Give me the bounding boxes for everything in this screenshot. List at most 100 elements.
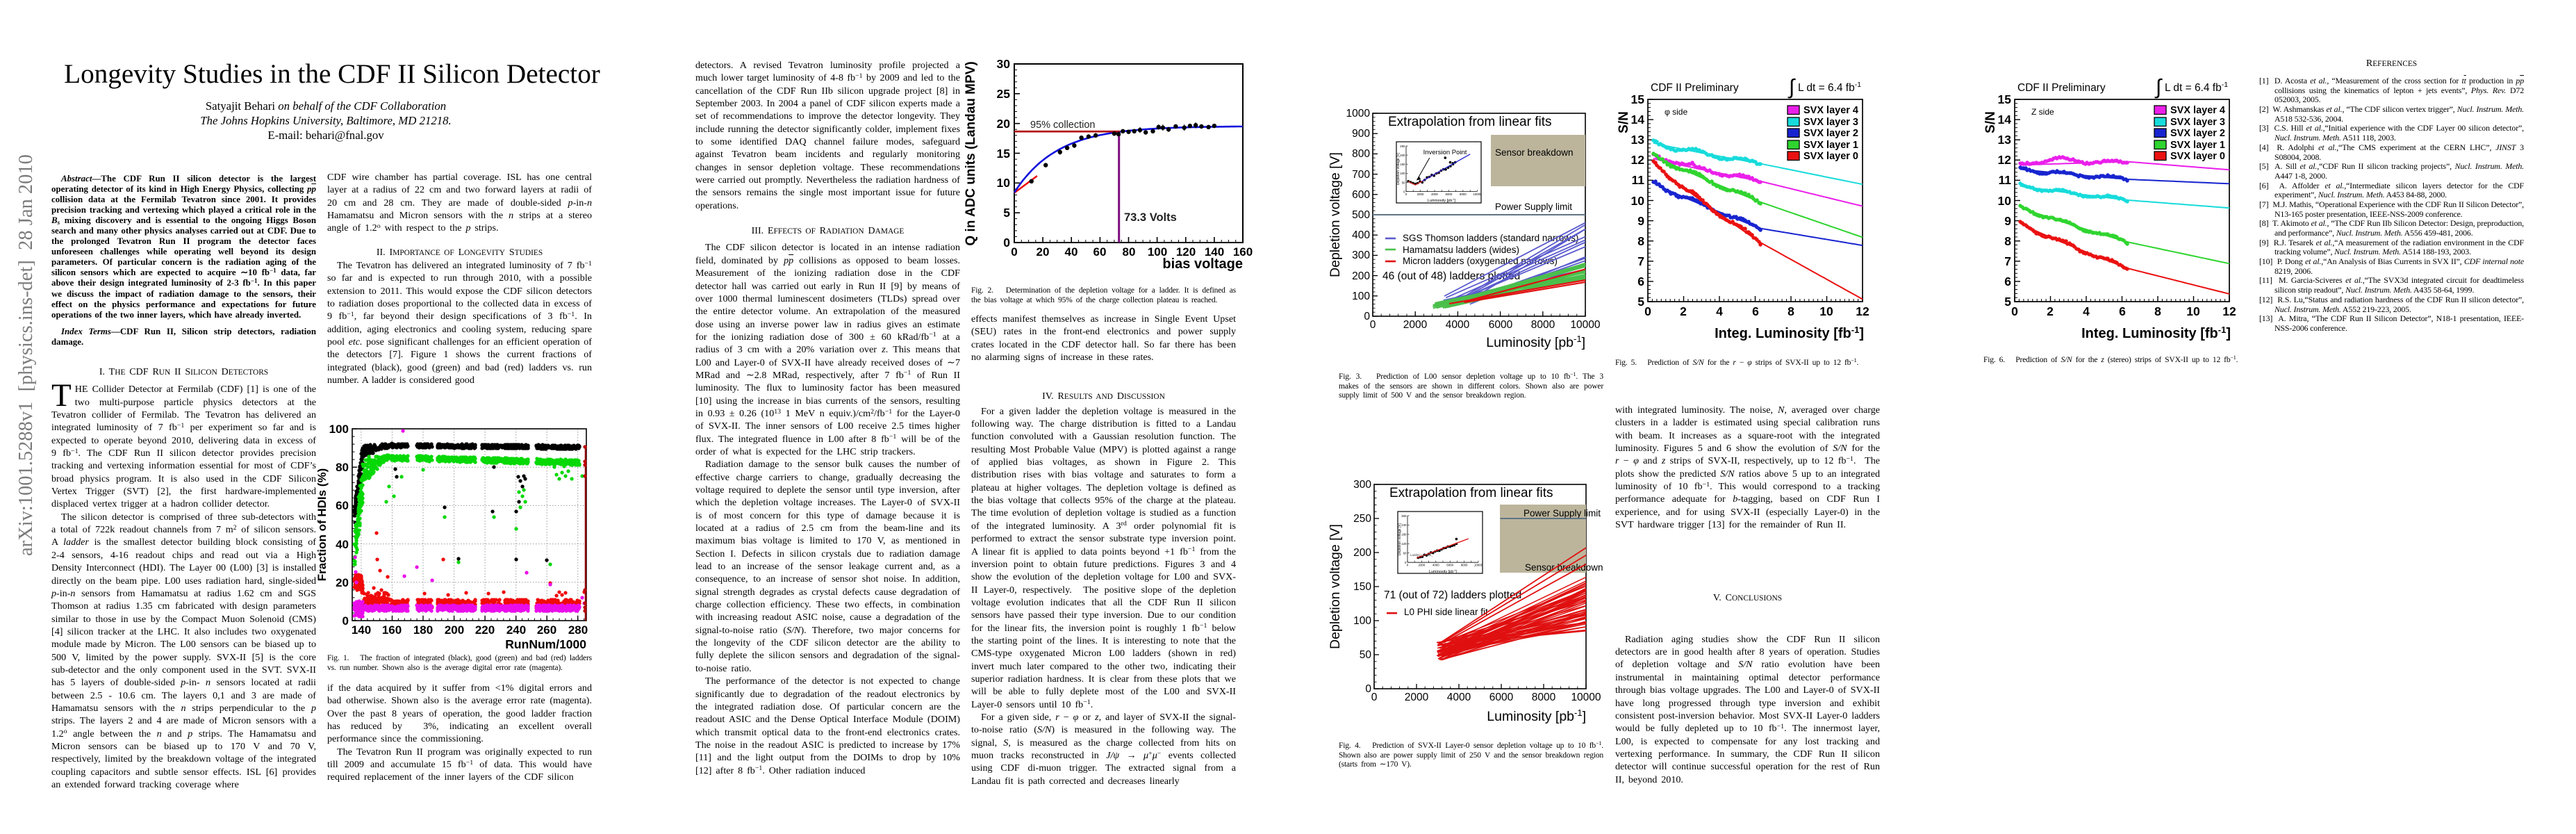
svg-text:60: 60 [1093,245,1107,259]
svg-text:8: 8 [1637,234,1644,248]
svg-text:250: 250 [1400,145,1405,148]
svg-text:140: 140 [352,623,371,637]
svg-text:Q in ADC units (Landau MPV): Q in ADC units (Landau MPV) [964,61,978,245]
svg-text:280: 280 [568,623,588,637]
svg-text:Depletion voltage [V]: Depletion voltage [V] [1330,152,1343,277]
svg-text:0: 0 [1364,311,1370,322]
svg-text:160: 160 [382,623,402,637]
svg-text:SVX layer 3: SVX layer 3 [2170,117,2225,128]
svg-text:Power Supply limit: Power Supply limit [1524,508,1601,518]
svg-text:4: 4 [1716,304,1723,318]
svg-text:80: 80 [336,461,349,474]
svg-text:15: 15 [1631,92,1645,106]
svg-text:Sensor breakdown: Sensor breakdown [1495,147,1574,158]
svg-text:15: 15 [1998,92,2012,106]
svg-text:12: 12 [1631,153,1645,167]
svg-text:Hamamatsu ladders (wides): Hamamatsu ladders (wides) [1403,245,1519,255]
svg-text:10000: 10000 [1473,193,1482,196]
svg-text:0: 0 [2011,304,2018,318]
svg-text:Luminosity [pb-1]: Luminosity [pb-1] [1428,198,1456,203]
svg-text:L0 PHI side linear fit: L0 PHI side linear fit [1404,607,1488,617]
svg-text:8: 8 [2004,234,2011,248]
svg-text:6: 6 [2119,304,2126,318]
svg-text:Integ. Luminosity [fb-1]: Integ. Luminosity [fb-1] [2081,325,2231,342]
svg-text:240: 240 [506,623,526,637]
svg-text:240: 240 [1401,523,1407,527]
svg-text:300: 300 [1401,514,1407,518]
svg-text:∫: ∫ [1787,76,1796,99]
svg-text:20: 20 [997,117,1011,131]
svg-text:Luminosity [pb-1]: Luminosity [pb-1] [1429,569,1458,574]
svg-text:12: 12 [1856,304,1869,318]
svg-text:bias voltage: bias voltage [1162,256,1243,272]
svg-text:5: 5 [1003,206,1010,220]
svg-text:300: 300 [1352,250,1370,261]
svg-text:7: 7 [1637,254,1644,268]
svg-text:RunNum/1000: RunNum/1000 [505,637,586,650]
svg-text:9: 9 [1637,214,1644,228]
svg-text:8: 8 [1787,304,1794,318]
svg-text:8000: 8000 [1460,193,1467,196]
svg-text:10000: 10000 [1571,692,1601,703]
svg-text:SVX layer 3: SVX layer 3 [1803,117,1858,128]
svg-text:25: 25 [997,87,1011,101]
svg-text:300: 300 [1353,479,1371,491]
svg-text:11: 11 [1999,173,2012,187]
svg-text:900: 900 [1352,128,1370,140]
svg-text:1000: 1000 [1346,108,1371,120]
svg-text:Integ. Luminosity [fb-1]: Integ. Luminosity [fb-1] [1715,325,1864,342]
svg-text:SGS Thomson ladders (standard: SGS Thomson ladders (standard narrows) [1403,233,1578,243]
svg-text:6000: 6000 [1489,692,1514,703]
svg-text:200: 200 [445,623,464,637]
svg-text:600: 600 [1352,189,1370,201]
svg-text:0: 0 [1403,190,1405,193]
svg-text:12: 12 [1998,153,2012,167]
svg-text:SVX layer 2: SVX layer 2 [1803,128,1858,139]
svg-text:14: 14 [1998,113,2012,126]
svg-text:8: 8 [2154,304,2161,318]
svg-text:700: 700 [1352,169,1370,181]
svg-text:120: 120 [1176,245,1196,259]
svg-text:0: 0 [1644,304,1651,318]
svg-text:Ladder L00410_: Ladder L00410_ [1410,553,1433,557]
svg-text:0: 0 [1371,692,1378,703]
svg-text:200: 200 [1352,270,1370,282]
svg-text:0: 0 [342,614,349,628]
svg-text:0: 0 [1405,193,1407,196]
svg-text:20: 20 [336,576,349,589]
svg-text:∫: ∫ [2154,76,2163,99]
svg-text:50: 50 [1402,181,1405,184]
svg-text:SVX layer 4: SVX layer 4 [1803,105,1858,116]
svg-text:L dt = 6.4 fb-1: L dt = 6.4 fb-1 [2165,81,2228,94]
svg-text:0: 0 [1405,561,1407,564]
svg-text:15: 15 [997,147,1011,161]
svg-text:CDF II Preliminary: CDF II Preliminary [1651,82,1739,94]
svg-text:2: 2 [2047,304,2054,318]
svg-text:SVX layer 0: SVX layer 0 [2170,151,2225,162]
svg-text:4000: 4000 [1431,193,1438,196]
svg-text:Luminosity [pb-1]: Luminosity [pb-1] [1486,334,1585,351]
svg-text:800: 800 [1352,148,1370,160]
svg-text:50: 50 [1360,649,1372,661]
svg-text:13: 13 [1631,133,1645,147]
svg-text:100: 100 [1148,245,1167,259]
svg-text:250: 250 [1353,513,1371,525]
svg-text:80: 80 [1123,245,1136,259]
svg-text:6: 6 [2004,275,2011,288]
svg-text:SVX layer 4: SVX layer 4 [2170,105,2225,116]
svg-text:10000: 10000 [1570,319,1600,331]
svg-text:6000: 6000 [1446,193,1453,196]
svg-text:150: 150 [1353,581,1371,593]
svg-text:10: 10 [2186,304,2200,318]
svg-text:φ side: φ side [1665,107,1687,117]
svg-text:150: 150 [1400,163,1405,166]
svg-text:Depletion voltage [V]: Depletion voltage [V] [1398,523,1402,555]
svg-text:S/N: S/N [1983,111,1998,133]
svg-text:30: 30 [997,57,1011,71]
svg-text:Extrapolation from linear fits: Extrapolation from linear fits [1389,486,1553,500]
svg-text:8000: 8000 [1532,692,1556,703]
svg-text:40: 40 [1065,245,1078,259]
svg-text:0: 0 [1365,683,1371,695]
svg-text:7: 7 [2004,254,2011,268]
svg-text:2: 2 [1680,304,1687,318]
